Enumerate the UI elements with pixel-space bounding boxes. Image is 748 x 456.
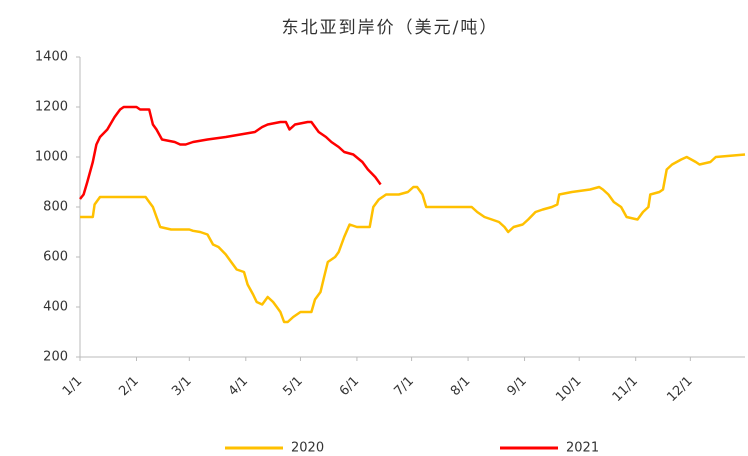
x-tick-label: 8/1 [448,374,473,399]
x-tick-label: 2/1 [116,374,141,399]
y-tick-label: 1000 [35,150,68,165]
x-tick-label: 10/1 [553,374,584,405]
x-tick-label: 12/1 [664,374,695,405]
y-tick-label: 200 [43,350,68,365]
chart-title: 东北亚到岸价（美元/吨） [282,18,499,38]
y-tick-label: 1200 [35,100,68,115]
y-tick-label: 600 [43,250,68,265]
x-tick-label: 5/1 [280,374,305,399]
y-tick-label: 400 [43,300,68,315]
x-tick-label: 6/1 [337,374,362,399]
legend-label: 2021 [566,441,599,456]
x-tick-label: 3/1 [169,374,194,399]
x-tick-label: 11/1 [610,374,641,405]
x-tick-label: 7/1 [391,374,416,399]
series-line [79,105,382,200]
y-tick-label: 1400 [35,50,68,65]
x-tick-label: 4/1 [226,374,251,399]
legend-label: 2020 [291,441,324,456]
x-tick-label: 1/1 [60,374,85,399]
series-line [80,153,746,324]
x-tick-label: 9/1 [504,374,529,399]
y-tick-label: 800 [43,200,68,215]
